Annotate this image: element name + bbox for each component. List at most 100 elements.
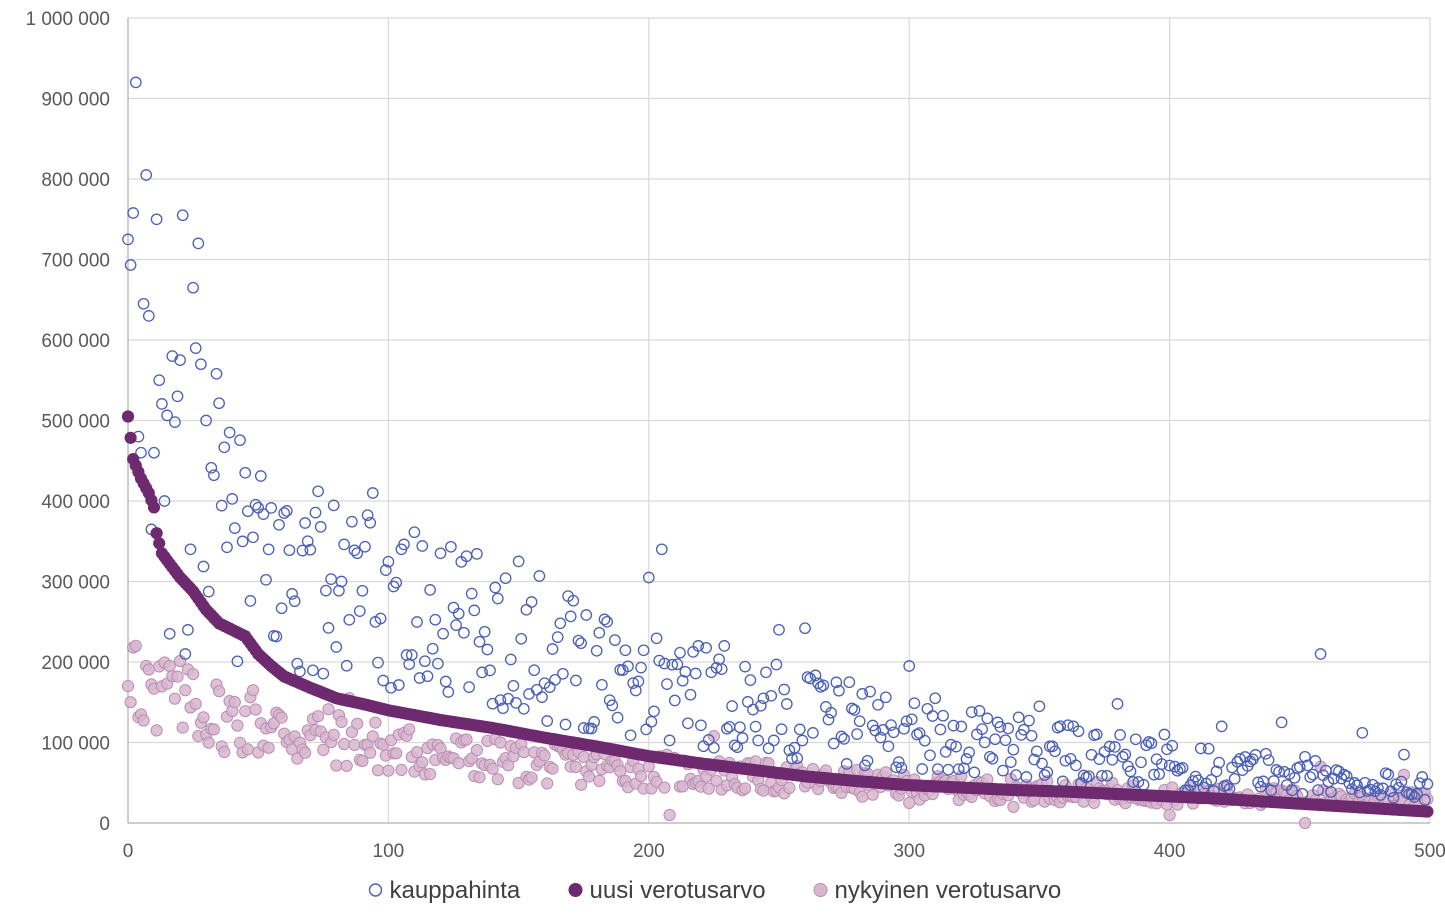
data-point — [822, 713, 835, 726]
data-point — [246, 684, 260, 697]
data-point — [187, 281, 199, 294]
legend-item: uusi verotusarvo — [568, 877, 766, 904]
data-point — [1148, 768, 1160, 781]
data-point — [348, 544, 361, 557]
data-point — [723, 720, 736, 733]
data-point — [353, 605, 366, 617]
data-point — [507, 679, 520, 692]
data-point — [918, 734, 931, 747]
data-point — [921, 702, 934, 715]
data-point — [445, 540, 457, 553]
data-point — [1374, 789, 1387, 801]
x-tick-labels: 0 100 200 300 400 500 — [123, 841, 1445, 862]
y-tick-label: 500 000 — [41, 412, 110, 433]
data-point — [846, 702, 858, 715]
data-point — [835, 730, 848, 743]
data-point — [1314, 648, 1327, 660]
data-point — [520, 603, 533, 616]
data-point — [163, 659, 176, 673]
data-point — [963, 746, 975, 759]
data-point — [692, 640, 705, 652]
data-point — [1390, 778, 1402, 791]
data-point — [327, 499, 340, 512]
data-point — [494, 694, 507, 706]
data-point — [260, 573, 272, 586]
data-point — [322, 703, 335, 716]
data-point — [658, 657, 671, 670]
data-point — [976, 723, 988, 735]
data-point — [624, 729, 637, 742]
y-tick-label: 400 000 — [41, 492, 110, 513]
data-point — [684, 688, 697, 701]
data-point — [575, 778, 588, 791]
data-point — [458, 626, 470, 639]
data-point — [874, 731, 887, 744]
data-point — [218, 745, 231, 759]
data-point — [1127, 776, 1139, 788]
data-point — [411, 616, 423, 628]
data-point — [335, 715, 348, 729]
data-point — [484, 664, 496, 677]
data-point — [1387, 791, 1400, 804]
data-point — [288, 595, 301, 608]
data-point — [1140, 739, 1153, 752]
data-point — [429, 613, 442, 626]
data-point — [1158, 728, 1171, 741]
x-tick-label: 500 — [1414, 841, 1445, 862]
data-point — [150, 527, 163, 540]
data-point — [213, 685, 226, 698]
data-point — [528, 664, 541, 677]
data-point — [171, 670, 184, 683]
data-point — [848, 704, 861, 716]
data-point — [924, 749, 936, 762]
data-point — [695, 719, 707, 732]
data-point — [851, 728, 863, 740]
data-point — [452, 607, 465, 620]
data-point — [796, 734, 809, 747]
data-point — [356, 754, 369, 768]
data-point — [1377, 782, 1389, 795]
data-point — [609, 634, 621, 646]
data-point — [137, 297, 150, 310]
data-point — [405, 649, 418, 661]
data-point — [642, 571, 655, 584]
legend-marker — [568, 883, 583, 897]
data-point — [765, 689, 778, 702]
data-point — [1202, 742, 1215, 755]
data-point — [1353, 786, 1366, 799]
y-tick-label: 600 000 — [41, 331, 110, 352]
data-point — [150, 724, 163, 737]
data-point — [1119, 748, 1132, 761]
data-point — [1312, 784, 1324, 796]
data-point — [546, 762, 559, 775]
data-point — [676, 674, 689, 687]
data-point — [377, 674, 390, 687]
data-point — [1017, 723, 1030, 736]
data-point — [1405, 788, 1418, 801]
data-point — [366, 730, 379, 743]
data-point — [903, 660, 916, 672]
data-point — [231, 719, 244, 732]
data-point — [434, 547, 447, 560]
data-point — [554, 617, 567, 630]
data-point — [228, 696, 241, 709]
data-point — [299, 746, 312, 759]
data-point — [661, 678, 673, 690]
data-point — [307, 664, 319, 677]
data-point — [450, 619, 462, 631]
data-point — [1413, 777, 1426, 790]
data-point — [176, 209, 189, 222]
data-point — [374, 612, 387, 625]
data-point — [247, 531, 259, 544]
data-point — [640, 723, 653, 736]
data-point — [1254, 780, 1267, 793]
data-point — [468, 604, 481, 617]
data-point — [351, 717, 364, 730]
data-point — [129, 76, 142, 89]
legend-item: kauppahinta — [368, 877, 521, 904]
data-point — [236, 535, 249, 548]
data-point — [416, 540, 429, 552]
data-point — [239, 705, 252, 718]
data-point — [470, 744, 483, 757]
data-point — [541, 715, 554, 727]
